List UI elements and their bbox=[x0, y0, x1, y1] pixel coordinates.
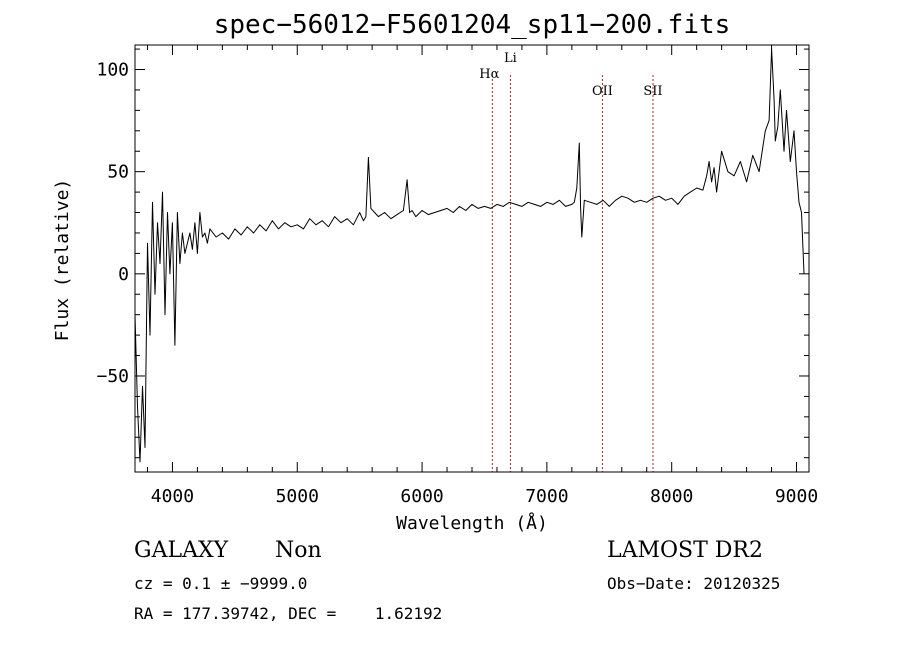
x-tick-label: 5000 bbox=[276, 486, 319, 507]
line-marker-label: OII bbox=[592, 84, 613, 99]
y-axis-label: Flux (relative) bbox=[52, 179, 73, 342]
obs-date-text: Obs−Date: 20120325 bbox=[607, 574, 781, 593]
line-marker-label: Hα bbox=[479, 67, 499, 82]
series-layer bbox=[134, 48, 805, 463]
object-class: GALAXY bbox=[134, 538, 229, 563]
x-tick-label: 9000 bbox=[775, 486, 818, 507]
y-tick-label: 50 bbox=[107, 162, 129, 183]
chart-title: spec−56012−F5601204_sp11−200.fits bbox=[214, 10, 731, 40]
x-axis-label: Wavelength (Å) bbox=[396, 512, 548, 534]
radec-text: RA = 177.39742, DEC = 1.62192 bbox=[134, 604, 443, 623]
y-axis-ticks: −50 0 50 100 bbox=[96, 48, 809, 459]
y-tick-label: 0 bbox=[118, 264, 129, 285]
redshift-text: cz = 0.1 ± −9999.0 bbox=[134, 574, 308, 593]
object-subclass: Non bbox=[275, 538, 322, 563]
y-tick-label: −50 bbox=[96, 366, 129, 387]
plot-frame bbox=[134, 44, 810, 473]
x-tick-label: 6000 bbox=[400, 486, 443, 507]
line-marker-label: SII bbox=[643, 84, 662, 99]
survey-name: LAMOST DR2 bbox=[607, 538, 763, 563]
x-axis-ticks: 4000 5000 6000 7000 8000 9000 bbox=[146, 45, 818, 507]
line-markers: Hα Li OII SII bbox=[479, 51, 663, 472]
y-tick-label: 100 bbox=[96, 60, 129, 81]
series-line bbox=[134, 48, 805, 463]
x-tick-label: 7000 bbox=[525, 486, 568, 507]
x-tick-label: 4000 bbox=[151, 486, 194, 507]
x-tick-label: 8000 bbox=[650, 486, 693, 507]
line-marker-label: Li bbox=[504, 51, 517, 66]
